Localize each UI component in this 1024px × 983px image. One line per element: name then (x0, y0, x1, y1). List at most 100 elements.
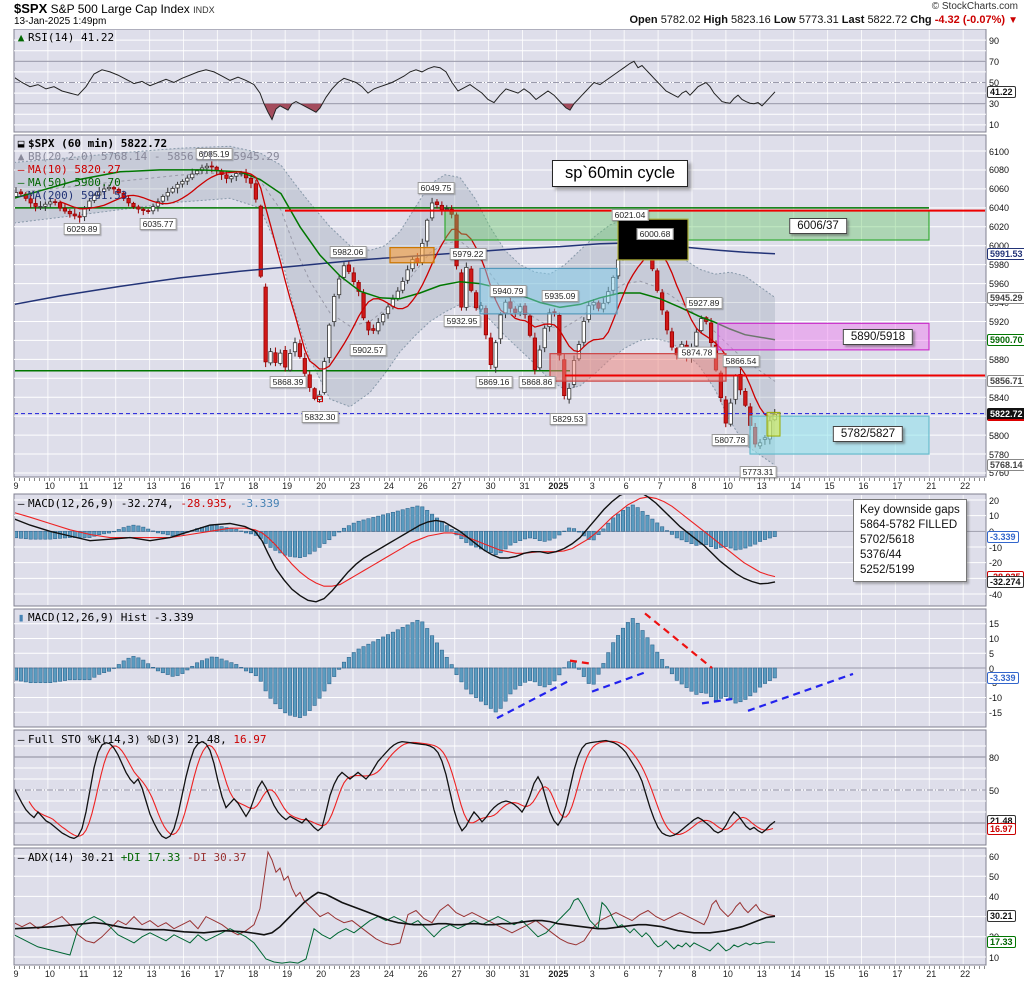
note-line: 5702/5618 (860, 534, 915, 546)
chg-dropdown-icon[interactable]: ▼ (1008, 15, 1018, 26)
date-label: 21 (926, 481, 937, 491)
date-label: 8 (691, 481, 697, 491)
rsi-legend: ▲ RSI(14) 41.22 (16, 31, 114, 44)
date-label: 16 (180, 481, 191, 491)
adx-axis-tick: 60 (989, 851, 1000, 862)
rsi-axis-tick: 70 (989, 56, 1000, 67)
main-axis-tick: 6100 (989, 146, 1010, 157)
date-label: 13 (146, 481, 157, 491)
adx-legend: — ADX(14) 30.21 +DI 17.33 -DI 30.37 (16, 851, 247, 864)
date-label: 19 (282, 969, 293, 979)
macd-value-badge: -32.274 (987, 575, 1024, 588)
date-label: 11 (79, 969, 89, 979)
adx-axis-tick: 10 (989, 952, 1000, 963)
bottom-x-axis: 9 10 11 12 13 16 17 18 19 20 23 24 26 27 30 31 2025 3 6 7 8 1… (13, 966, 986, 982)
pivot-price-label: 5979.22 (449, 248, 487, 261)
date-label: 17 (214, 481, 225, 491)
hist-axis-tick: 15 (989, 619, 1000, 630)
macd-legend: — MACD(12,26,9) -32.274, -28.935, -3.339 (16, 497, 280, 510)
hist-value-badge: -3.339 (987, 671, 1019, 684)
date-label: 14 (790, 969, 801, 979)
pivot-price-label: 5940.79 (489, 284, 527, 297)
main-axis-tick: 6080 (989, 165, 1010, 176)
hist-axis-tick: -15 (989, 707, 1003, 718)
ma200-legend: — MA(200) 5991.53 (16, 189, 280, 202)
date-label: 9 (13, 481, 19, 491)
main-value-badge: 5991.53 (987, 247, 1024, 260)
pivot-price-label: 5869.16 (475, 375, 513, 388)
date-label: 16 (858, 481, 869, 491)
pivot-price-label: 5927.89 (685, 296, 723, 309)
hist-legend: ▮ MACD(12,26,9) Hist -3.339 (16, 611, 194, 624)
date-label: 19 (282, 481, 293, 491)
main-axis-tick: 5800 (989, 430, 1010, 441)
zone-target-label: 5782/5827 (832, 426, 904, 443)
adx-line-icon: — (17, 851, 25, 864)
date-label: 27 (451, 481, 462, 491)
minus-di-value: -DI 30.37 (186, 851, 247, 864)
date-label: 8 (691, 969, 697, 979)
sto-legend-name: Full STO %K(14,3) %D(3) (28, 733, 181, 746)
adx-value-badge: 17.33 (987, 936, 1016, 949)
date-label: 10 (722, 481, 733, 491)
rsi-value-badge: 41.22 (987, 85, 1016, 98)
hist-axis-tick: 5 (989, 648, 995, 659)
hist-legend-value: -3.339 (153, 611, 194, 624)
rsi-axis-tick: 10 (989, 120, 1000, 131)
ma10-legend-text: MA(10) 5820.27 (28, 163, 121, 176)
date-label: 30 (485, 969, 496, 979)
pivot-price-label: 5773.31 (739, 466, 777, 479)
pivot-price-label: 6000.68 (636, 228, 674, 241)
pivot-price-label: 5874.78 (682, 348, 713, 358)
note-line: 5864-5782 FILLED (860, 519, 958, 531)
pivot-price-label: 5982.06 (329, 245, 367, 258)
date-label: 12 (112, 481, 123, 491)
date-label: 13 (146, 969, 157, 979)
adx-axis-tick: 50 (989, 871, 1000, 882)
macd-axis-tick: -20 (989, 558, 1003, 569)
index-name: S&P 500 Large Cap Index (50, 2, 190, 16)
main-axis-tick: 5920 (989, 316, 1010, 327)
chart-header: $SPX S&P 500 Large Cap Index INDX 13-Jan… (0, 0, 1024, 29)
bb-legend-text: BB(20,2.0) 5768.14 - 5856.71 - 5945.29 (28, 150, 280, 163)
rsi-axis-tick: 50 (989, 78, 1000, 88)
sto-line-icon: — (17, 733, 25, 746)
date-label: 16 (180, 969, 191, 979)
date-label: 6 (623, 481, 629, 491)
date-label: 13 (756, 481, 767, 491)
date-label: 17 (892, 969, 903, 979)
main-axis-tick: 6060 (989, 184, 1010, 195)
pivot-price-label: 5829.53 (549, 413, 587, 426)
key-gaps-note: Key downside gaps 5864-5782 FILLED 5702/56… (853, 499, 967, 582)
date-label: 21 (926, 969, 937, 979)
last-value: 5822.72 (867, 14, 908, 26)
macd-line-icon: — (17, 497, 25, 510)
candlestick-icon: ⬓ (17, 137, 25, 150)
main-axis-tick: 5880 (989, 354, 1010, 365)
main-legend-symbol: ⬓ $SPX (60 min) 5822.72 (16, 137, 280, 150)
main-axis-tick: 6020 (989, 222, 1010, 233)
rsi-legend-value: 41.22 (80, 31, 115, 44)
plus-di-value: +DI 17.33 (120, 851, 181, 864)
copyright: © StockCharts.com (931, 1, 1018, 12)
date-label: 13 (756, 969, 767, 979)
pivot-price-label: 6049.75 (417, 181, 455, 194)
bb-legend: ▲ BB(20,2.0) 5768.14 - 5856.71 - 5945.29 (16, 150, 280, 163)
macd-axis-tick: -40 (989, 589, 1003, 600)
date-label: 15 (824, 969, 835, 979)
sto-value-k: 21.48, (186, 733, 227, 746)
sto-axis-tick: 50 (989, 785, 1000, 796)
date-label: 11 (79, 481, 89, 491)
date-label: 3 (589, 969, 595, 979)
bb-icon: ▲ (17, 150, 25, 163)
ma50-legend-text: MA(50) 5900.70 (28, 176, 121, 189)
main-value-badge: 5900.70 (987, 333, 1024, 346)
date-label: 7 (657, 481, 663, 491)
sto-value-badge: 16.97 (987, 823, 1016, 836)
date-label: 18 (248, 481, 259, 491)
symbol-line: $SPX S&P 500 Large Cap Index INDX (14, 1, 215, 16)
date-label: 27 (451, 969, 462, 979)
date-label: 9 (13, 969, 19, 979)
macd-axis-tick: -10 (989, 542, 1003, 553)
date-label: 31 (519, 481, 530, 491)
